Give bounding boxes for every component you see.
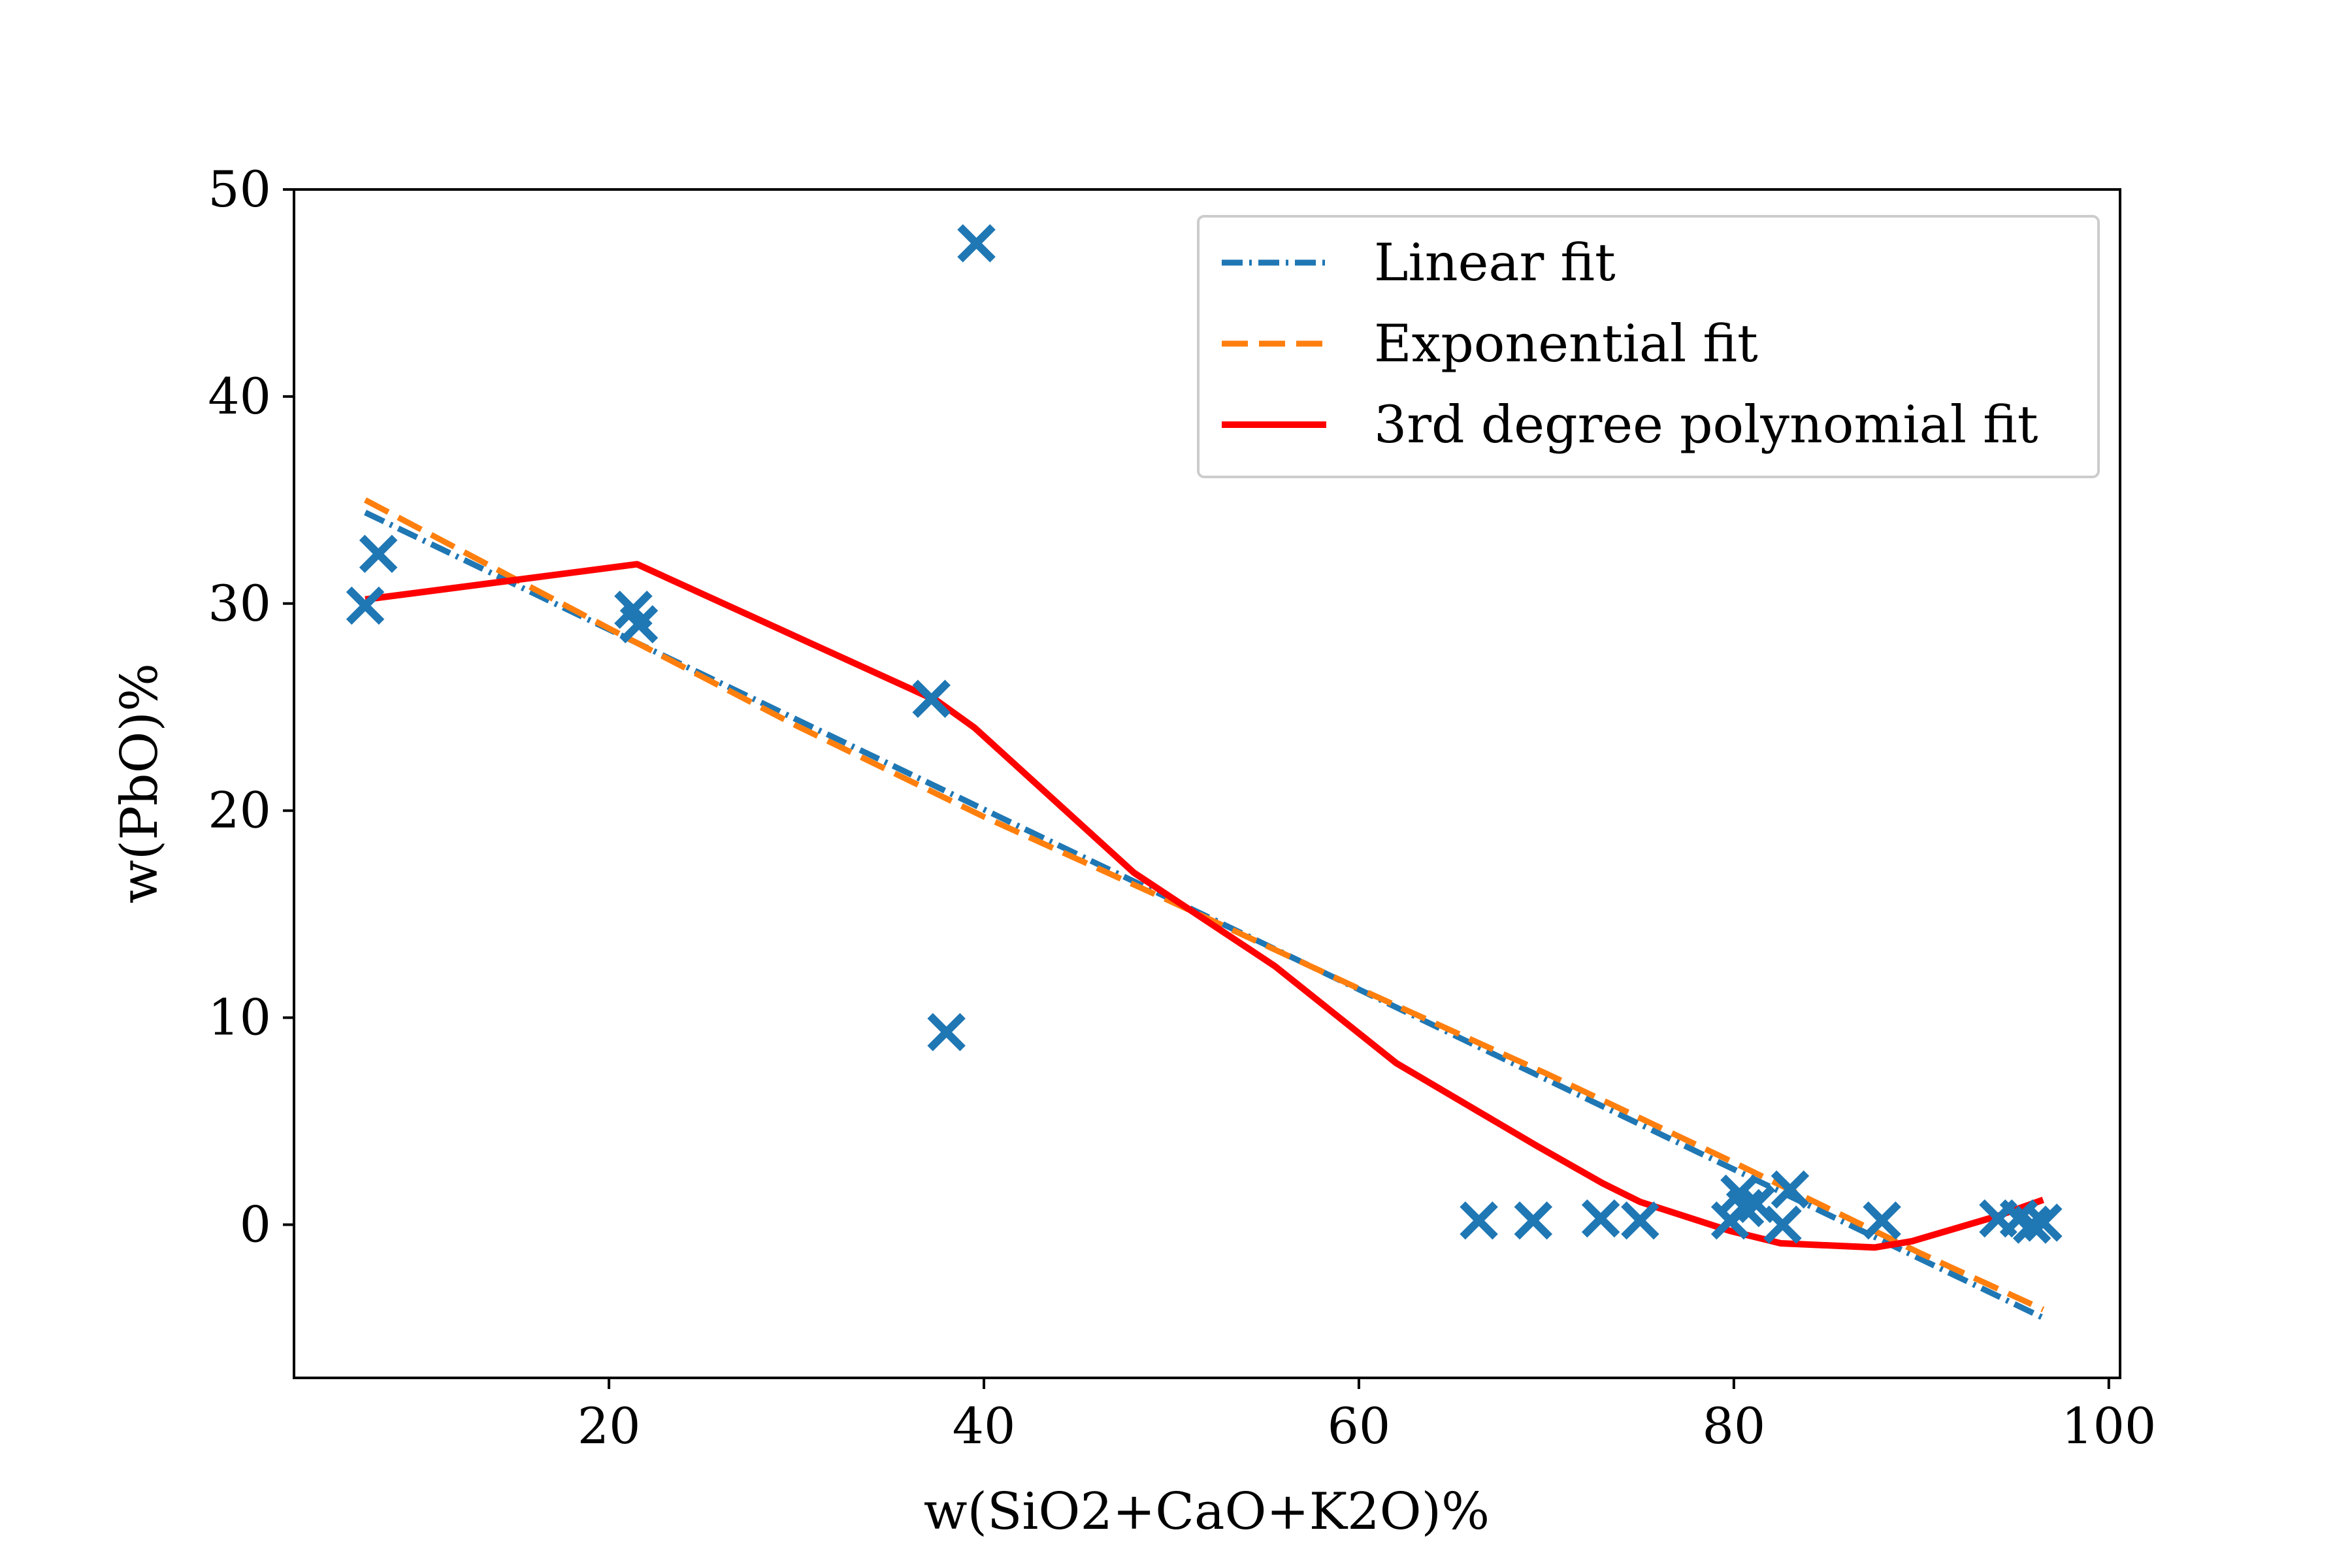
y-tick-label: 0 — [240, 1195, 271, 1253]
axes-frame — [293, 188, 2121, 1379]
data-point — [1763, 1205, 1802, 1244]
data-point — [927, 1013, 966, 1052]
y-axis-label: w(PbO)% — [110, 663, 169, 904]
x-tick-label: 40 — [953, 1397, 1016, 1455]
x-tick-label: 60 — [1328, 1397, 1391, 1455]
y-tick-label: 50 — [208, 160, 271, 218]
legend-label-3: 3rd degree polynomial fit — [1374, 395, 2038, 455]
data-point — [1725, 1188, 1765, 1228]
data-point — [619, 605, 659, 644]
data-point — [1863, 1201, 1901, 1240]
series-line-2 — [363, 497, 2045, 1313]
legend-box — [1197, 215, 2100, 478]
x-tick-label: 100 — [2061, 1397, 2156, 1455]
legend: Linear fit Exponential fit 3rd degree poly… — [1197, 215, 2100, 478]
data-point — [346, 586, 385, 625]
plot-area — [346, 224, 2063, 1321]
x-tick-label: 20 — [578, 1397, 641, 1455]
data-point — [1621, 1201, 1659, 1240]
x-axis-label: w(SiO2+CaO+K2O)% — [924, 1482, 1490, 1541]
data-point — [957, 224, 996, 263]
data-point — [1771, 1170, 1810, 1209]
y-tick-label: 10 — [208, 988, 271, 1047]
y-tick-label: 40 — [208, 367, 271, 425]
legend-label-1: Linear fit — [1374, 233, 1616, 293]
data-point — [2012, 1205, 2051, 1244]
x-axis: 20 40 60 80 100 — [578, 1378, 2156, 1455]
legend-label-2: Exponential fit — [1374, 314, 1758, 374]
y-tick-label: 30 — [208, 574, 271, 632]
data-point — [1514, 1201, 1553, 1240]
data-point — [359, 534, 398, 573]
x-tick-label: 80 — [1703, 1397, 1766, 1455]
y-tick-label: 20 — [208, 781, 271, 840]
data-point — [2024, 1203, 2063, 1242]
data-point — [1460, 1201, 1498, 1240]
data-point — [912, 679, 951, 718]
y-axis: 0 10 20 30 40 50 — [208, 160, 294, 1253]
series-line-3 — [365, 561, 2044, 1251]
data-point — [1581, 1199, 1620, 1238]
